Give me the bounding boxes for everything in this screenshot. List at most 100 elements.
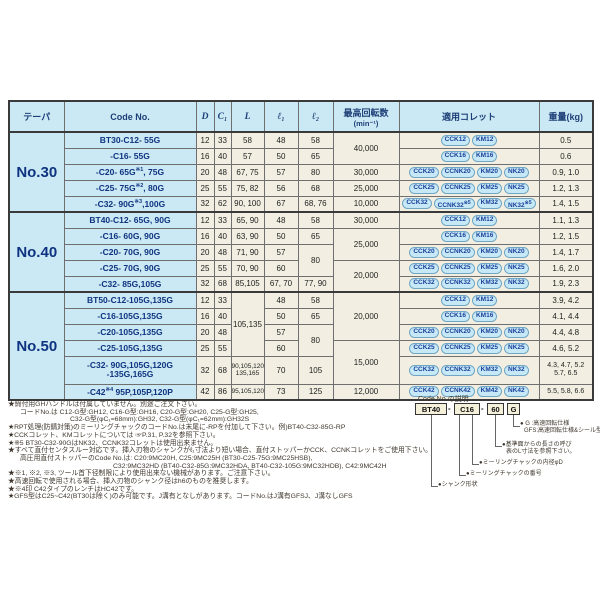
code-text: -C25- 70G, 90G <box>99 263 161 273</box>
collet-badge-label: CCK25 <box>413 343 435 351</box>
collet-badge: CCK20 <box>409 326 439 338</box>
table-row: -C20- 70G, 90G 20 48 71, 90 57 80 CCK20 C… <box>9 243 594 277</box>
collet-badge: NK25 <box>504 342 529 354</box>
speed-header-line2: (min⁻¹) <box>353 118 379 128</box>
collet-badge: KM16 <box>471 230 498 242</box>
c1-cell: 48 <box>213 323 232 341</box>
table-row: No.50 BT50-C12-105G,135G 12 33 105,135 4… <box>8 291 594 401</box>
collet-badge-label: CCK16 <box>444 151 466 159</box>
collet-badge: CCK32 <box>402 198 432 210</box>
collet-badge: KM32 <box>476 364 503 376</box>
note-line: C32-G型(φC₁=68mm):GH32, C32-G型(φC₁=62mm):… <box>70 416 250 424</box>
collet-cell: CCK20 CCNK20 KM20 NK20 <box>398 243 540 261</box>
l-value-line1: 90,105,120 <box>231 362 264 370</box>
d-cell: 25 <box>195 179 215 197</box>
code-cell: BT50-C12-105G,135G <box>63 291 197 309</box>
code-text: -C25- 75G <box>95 183 136 193</box>
collet-badge: CCK12 <box>440 214 470 226</box>
code-footnote-mark: ※3 <box>134 198 143 205</box>
collet-badge: CCK32 <box>409 364 439 376</box>
collet-badge: NK32 <box>504 278 529 290</box>
collet-badge-label: CCK12 <box>444 295 466 303</box>
l-value-line2: 135,165 <box>235 370 260 377</box>
collet-badge-label: CCK20 <box>413 247 435 255</box>
note-line: ★※4印 C42タイプのレンチはHC42です。 <box>8 485 138 493</box>
table-row: -C16- 55G 16 40 57 50 65 CCK16 KM16 0.6 <box>9 147 594 165</box>
weight-cell: 0.6 <box>538 147 594 165</box>
col-header-code: Code No. <box>63 100 197 133</box>
c1-cell: 55 <box>213 339 232 357</box>
collet-cell: CCK12 KM12 <box>398 211 540 229</box>
connector-line <box>431 415 438 487</box>
collet-badge-label: KM20 <box>480 327 499 335</box>
code-text: -C20- 65G <box>95 167 136 177</box>
code-text: , 75G <box>143 167 165 177</box>
code-label-line: ●シャンク形状 <box>438 482 478 488</box>
collet-badge-label: KM32 <box>480 365 499 373</box>
d-cell: 12 <box>195 291 215 309</box>
collet-cell: CCK32 CCNK32 KM32 NK32 <box>398 275 540 293</box>
collet-badge-label: KM25 <box>480 343 499 351</box>
note-line: ★GFS型はC25~C42(BT30は除く)のみ可能です。J溝有となしがあります… <box>8 493 353 501</box>
col-header-l1: ℓ₁ <box>263 100 299 133</box>
connector-line <box>495 415 502 447</box>
weight-cell: 1.1, 1.3 <box>538 211 594 229</box>
collet-badge: KM20 <box>476 166 503 178</box>
weight-cell: 3.9, 4.2 <box>538 291 594 309</box>
collet-badge: KM42 <box>476 386 503 398</box>
weight-cell: 4.3, 4.7, 5.2 5.7, 6.5 <box>538 355 594 385</box>
collet-badge: KM32 <box>476 198 503 210</box>
collet-badge-sup: ※5 <box>463 200 471 207</box>
l-cell: 85,105 <box>230 275 265 293</box>
code-segment-chuck: C16 <box>454 403 480 415</box>
code-cell: -C20- 70G, 90G <box>63 243 197 261</box>
collet-badge: KM25 <box>476 342 503 354</box>
l2-cell: 68, 76 <box>297 195 334 213</box>
collet-badge-label: KM12 <box>475 215 494 223</box>
c1-cell: 55 <box>213 259 232 277</box>
collet-badge: CCNK42 <box>440 386 475 398</box>
collet-badge-label: CCK12 <box>444 215 466 223</box>
code-text: , 80G <box>143 183 165 193</box>
collet-badge-label: CCNK42 <box>444 387 471 395</box>
collet-badge-label: KM16 <box>475 231 494 239</box>
collet-badge: NK32※5 <box>504 198 536 209</box>
code-explanation-title: Code No.の説明 <box>418 396 469 403</box>
l-cell: 75, 82 <box>230 179 265 197</box>
collet-badge-label: CCNK32 <box>444 279 471 287</box>
collet-badge-label: KM20 <box>480 167 499 175</box>
collet-badge: CCK42 <box>409 386 439 398</box>
collet-badge: CCK16 <box>440 310 470 322</box>
collet-badge: CCK16 <box>440 150 470 162</box>
l-cell: 63, 90 <box>230 227 265 245</box>
code-cell: -C42※4 95P,105P,120P <box>63 383 197 401</box>
code-label-line: ●基準面からの長さの呼び <box>502 442 572 448</box>
collet-badge: KM12 <box>471 294 498 306</box>
note-line: ★高速回転で使用される場合、挿入刃物のシャンク径はh6のものを推奨します。 <box>8 478 253 486</box>
speed-cell: 15,000 <box>332 339 400 385</box>
weight-cell: 1.2, 1.3 <box>538 179 594 197</box>
collet-badge: KM20 <box>476 246 503 258</box>
d-cell: 42 <box>195 383 215 401</box>
collet-cell: CCK12 KM12 <box>398 291 540 309</box>
collet-badge: CCK25 <box>409 182 439 194</box>
col-header-taper: テーパ <box>8 100 65 133</box>
table-row: -C25- 75G※2, 80G 25 55 75, 82 56 68 25,0… <box>9 179 594 197</box>
collet-badge-label: CCK42 <box>413 387 435 395</box>
l1-cell: 73 <box>263 383 299 401</box>
code-cell: BT40-C12- 65G, 90G <box>63 211 197 229</box>
speed-cell: 25,000 <box>332 179 400 197</box>
l-cell: 95,105,120 <box>230 383 265 401</box>
collet-badge: KM12 <box>471 214 498 226</box>
collet-badge: NK25 <box>504 262 529 274</box>
collet-badge: CCNK25 <box>440 262 475 274</box>
l2-cell: 77, 90 <box>297 275 334 293</box>
code-cell: -C25-105G,135G <box>63 339 197 357</box>
note-line: C32:9MC32HD (BT40-C32-85G:9MC32HDA, BT40… <box>113 462 387 470</box>
l2-cell: 58 <box>297 211 334 229</box>
c1-cell: 62 <box>213 195 232 213</box>
code-label-number: ●ミーリングチャックの番号 <box>466 471 542 478</box>
table-row: -C16-105G,135G 16 40 50 65 CCK16 KM16 4.1… <box>9 307 594 325</box>
d-cell: 32 <box>195 355 215 385</box>
collet-badge-label: KM32 <box>480 279 499 287</box>
